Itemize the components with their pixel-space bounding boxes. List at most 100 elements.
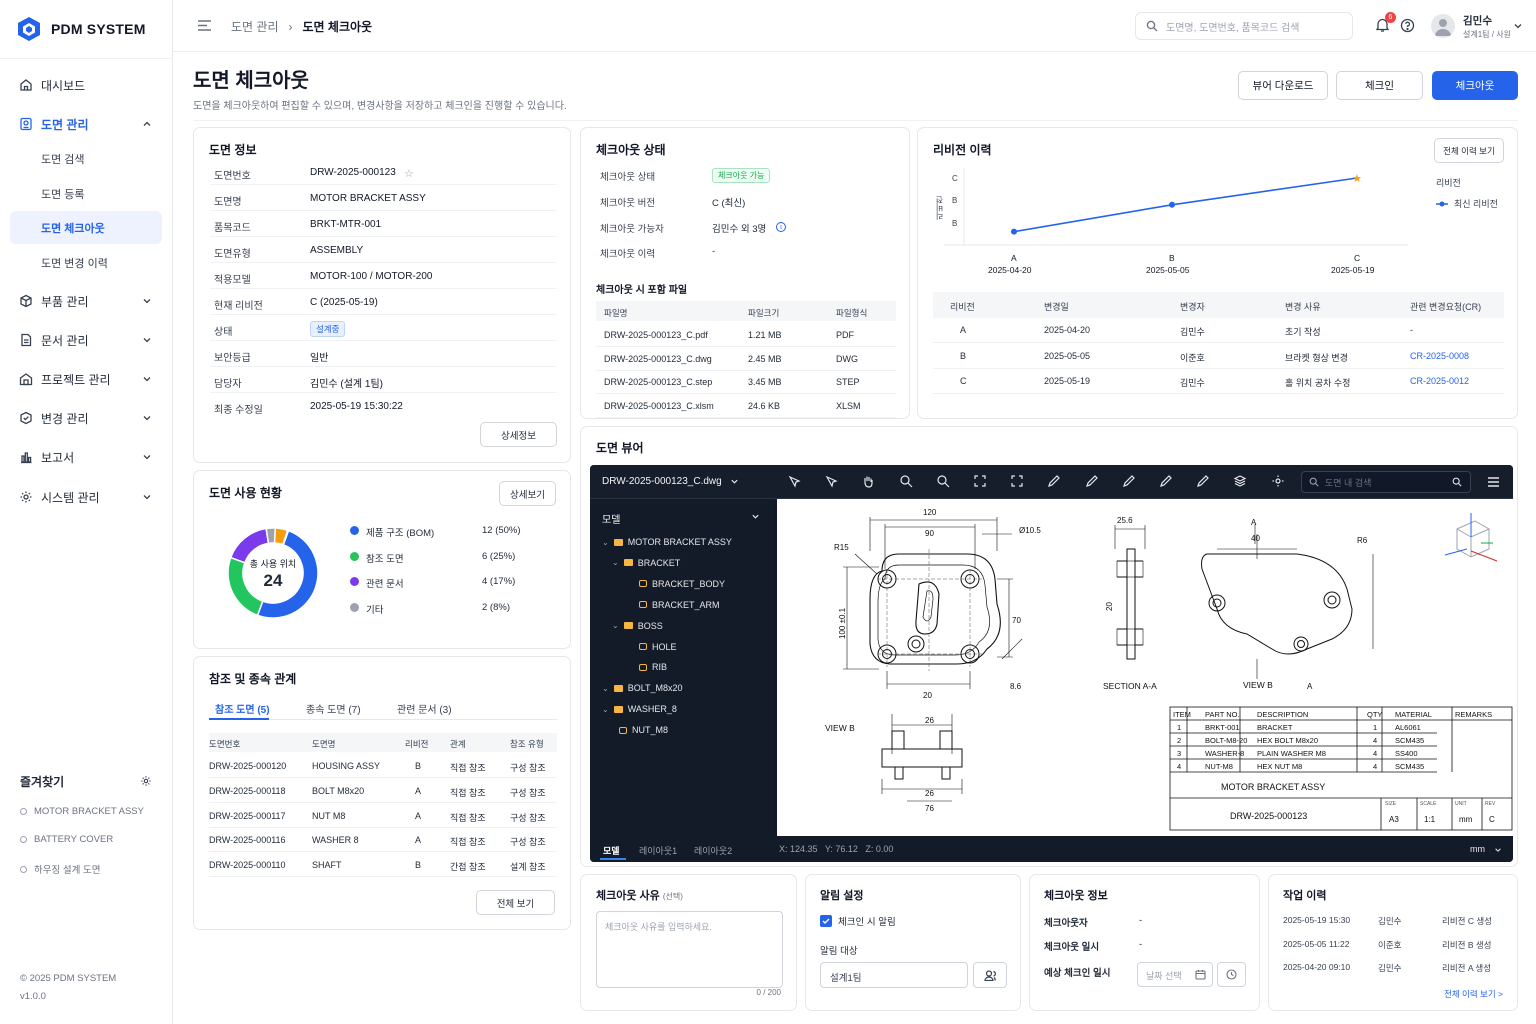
help-icon[interactable] bbox=[1400, 18, 1415, 33]
zoom-out-icon[interactable] bbox=[936, 474, 950, 488]
info-icon[interactable]: i bbox=[776, 222, 786, 232]
tree-item[interactable]: RIB bbox=[634, 662, 667, 672]
pan-icon[interactable] bbox=[861, 474, 875, 488]
layers-icon[interactable] bbox=[1233, 474, 1247, 488]
measure-icon[interactable] bbox=[1122, 474, 1136, 488]
sidebar-sub-drawing-search[interactable]: 도면 검색 bbox=[41, 153, 85, 166]
revision-point[interactable] bbox=[1011, 228, 1017, 235]
view-cube[interactable] bbox=[1444, 513, 1498, 562]
favorite-item[interactable]: BATTERY COVER bbox=[20, 834, 113, 845]
table-row[interactable] bbox=[933, 370, 1504, 395]
tab-layout-1[interactable]: 레이아웃1 bbox=[639, 846, 678, 856]
table-row[interactable] bbox=[209, 855, 557, 878]
pencil-icon[interactable] bbox=[1085, 474, 1099, 488]
relations-view-all-button[interactable]: 전체 보기 bbox=[476, 890, 555, 915]
sidebar-item-dashboard[interactable]: 대시보드 bbox=[10, 69, 162, 101]
expected-checkin-date-input[interactable]: 날짜 선택 bbox=[1137, 962, 1213, 987]
sidebar-item-system[interactable]: 시스템 관리 bbox=[10, 481, 162, 513]
table-row[interactable] bbox=[933, 345, 1504, 369]
multi-select-icon[interactable] bbox=[824, 474, 838, 488]
history-action: 리비전 A 생성 bbox=[1442, 963, 1492, 973]
favorite-item[interactable]: 하우징 설계 도면 bbox=[20, 862, 100, 876]
table-row[interactable] bbox=[209, 830, 557, 853]
notify-checkin-checkbox[interactable]: 체크인 시 알림 bbox=[820, 914, 896, 928]
file-row[interactable] bbox=[596, 396, 896, 418]
tree-item[interactable]: HOLE bbox=[634, 642, 677, 652]
change-icon bbox=[20, 411, 32, 425]
table-cell: 이준호 bbox=[1180, 352, 1205, 363]
chevron-down-icon[interactable] bbox=[751, 512, 760, 521]
sidebar-item-drawing[interactable]: 도면 관리 bbox=[10, 108, 162, 140]
viewer-search-input[interactable]: 도면 내 검색 bbox=[1301, 471, 1471, 493]
tree-item[interactable]: ⌄ BOLT_M8x20 bbox=[602, 683, 683, 693]
search-icon[interactable] bbox=[1452, 477, 1462, 487]
notify-target-input[interactable]: 설계1팀 bbox=[820, 962, 968, 988]
viewer-menu-icon[interactable] bbox=[1487, 476, 1500, 488]
tree-item[interactable]: NUT_M8 bbox=[614, 725, 668, 735]
fit-icon[interactable] bbox=[1010, 474, 1024, 488]
cr-link[interactable]: CR-2025-0012 bbox=[1410, 376, 1470, 387]
tree-item[interactable]: ⌄ WASHER_8 bbox=[602, 704, 677, 714]
tab-dependent[interactable]: 종속 도면 (7) bbox=[306, 705, 361, 716]
sidebar-item-documents[interactable]: 문서 관리 bbox=[10, 324, 162, 356]
app-logo[interactable]: PDM SYSTEM bbox=[16, 16, 146, 42]
viewer-download-button[interactable]: 뷰어 다운로드 bbox=[1238, 71, 1328, 100]
tree-item[interactable]: ⌄ MOTOR BRACKET ASSY bbox=[602, 537, 732, 547]
history-view-all-link[interactable]: 전체 이력 보기 > bbox=[1444, 989, 1503, 999]
tree-item[interactable]: ⌄ BRACKET bbox=[612, 558, 680, 568]
file-row[interactable] bbox=[596, 372, 896, 395]
detail-info-button[interactable]: 상세정보 bbox=[480, 422, 557, 447]
tab-related-docs[interactable]: 관련 문서 (3) bbox=[397, 705, 452, 716]
tree-item[interactable]: ⌄ BOSS bbox=[612, 621, 663, 631]
unit-select[interactable]: mm bbox=[1470, 844, 1485, 854]
usage-detail-button[interactable]: 상세보기 bbox=[499, 481, 556, 506]
tab-model[interactable]: 모델 bbox=[603, 846, 620, 856]
table-cell: 2025-05-05 bbox=[1044, 350, 1091, 361]
tab-reference[interactable]: 참조 도면 (5) bbox=[215, 705, 270, 716]
select-icon[interactable] bbox=[787, 474, 801, 488]
sidebar-sub-drawing-history[interactable]: 도면 변경 이력 bbox=[41, 257, 108, 270]
menu-icon[interactable] bbox=[197, 19, 212, 32]
table-row[interactable] bbox=[209, 781, 557, 803]
tab-layout-2[interactable]: 레이아웃2 bbox=[694, 846, 733, 856]
revision-point[interactable] bbox=[1169, 201, 1175, 208]
add-user-button[interactable] bbox=[973, 962, 1007, 988]
cr-link[interactable]: CR-2025-0008 bbox=[1410, 350, 1470, 361]
avatar[interactable] bbox=[1431, 14, 1455, 38]
time-picker-button[interactable] bbox=[1217, 962, 1246, 987]
sidebar-sub-drawing-checkout[interactable]: 도면 체크아웃 bbox=[10, 211, 162, 244]
zoom-window-icon[interactable] bbox=[973, 474, 987, 488]
checkout-button[interactable]: 체크아웃 bbox=[1432, 71, 1518, 100]
table-row[interactable] bbox=[209, 756, 557, 778]
notification-button[interactable]: 6 bbox=[1375, 12, 1396, 33]
chevron-down-icon[interactable] bbox=[1494, 846, 1502, 854]
zoom-icon[interactable] bbox=[899, 474, 913, 488]
sidebar-item-parts[interactable]: 부품 관리 bbox=[10, 285, 162, 317]
revision-view-all-button[interactable]: 전체 이력 보기 bbox=[1434, 138, 1504, 163]
settings-icon[interactable] bbox=[1271, 474, 1285, 488]
sidebar-item-projects[interactable]: 프로젝트 관리 bbox=[10, 363, 162, 395]
breadcrumb-item[interactable]: 도면 관리 bbox=[231, 20, 279, 34]
user-name[interactable]: 김민수 bbox=[1463, 15, 1492, 27]
table-row[interactable] bbox=[933, 319, 1504, 343]
table-row[interactable] bbox=[209, 806, 557, 828]
checkin-button[interactable]: 체크인 bbox=[1336, 71, 1423, 100]
file-row[interactable] bbox=[596, 349, 896, 371]
tree-item[interactable]: BRACKET_ARM bbox=[634, 600, 720, 610]
favorite-star-icon[interactable]: ☆ bbox=[404, 168, 414, 180]
favorites-settings-icon[interactable] bbox=[140, 775, 152, 787]
file-row[interactable] bbox=[596, 325, 896, 347]
favorite-item[interactable]: MOTOR BRACKET ASSY bbox=[20, 806, 144, 817]
highlight-icon[interactable] bbox=[1196, 474, 1210, 488]
chevron-down-icon[interactable] bbox=[1513, 21, 1523, 31]
sidebar-item-changes[interactable]: 변경 관리 bbox=[10, 402, 162, 434]
markup-icon[interactable] bbox=[1159, 474, 1173, 488]
global-search-input[interactable]: 도면명, 도면번호, 품목코드 검색 bbox=[1135, 12, 1353, 40]
line-icon[interactable] bbox=[1047, 474, 1061, 488]
checkout-reason-textarea[interactable]: 체크아웃 사유를 입력하세요. bbox=[596, 911, 783, 988]
file-select[interactable]: DRW-2025-000123_C.dwg bbox=[602, 476, 739, 487]
sidebar-sub-drawing-register[interactable]: 도면 등록 bbox=[41, 188, 85, 201]
tree-item[interactable]: BRACKET_BODY bbox=[634, 579, 725, 589]
sidebar-item-reports[interactable]: 보고서 bbox=[10, 441, 162, 473]
drawing-canvas[interactable]: 120 90 Ø10.5 R15 100 ±0.1 70 20 8.6 25.6… bbox=[777, 499, 1513, 836]
